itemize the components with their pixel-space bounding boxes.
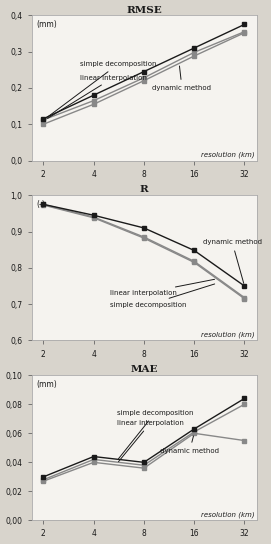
Text: (mm): (mm) bbox=[36, 20, 57, 29]
Text: linear interpolation: linear interpolation bbox=[110, 279, 215, 296]
Text: linear interpolation: linear interpolation bbox=[47, 75, 147, 119]
Text: dynamic method: dynamic method bbox=[203, 239, 262, 283]
Text: dynamic method: dynamic method bbox=[153, 66, 211, 91]
Text: resolution (km): resolution (km) bbox=[201, 151, 255, 158]
Text: simple decomposition: simple decomposition bbox=[47, 61, 156, 117]
Text: linear interpolation: linear interpolation bbox=[117, 420, 184, 462]
Text: resolution (km): resolution (km) bbox=[201, 511, 255, 517]
Text: dynamic method: dynamic method bbox=[160, 436, 219, 454]
Text: simple decomposition: simple decomposition bbox=[110, 284, 215, 308]
Text: (-): (-) bbox=[36, 200, 45, 209]
Title: RMSE: RMSE bbox=[126, 5, 162, 15]
Title: R: R bbox=[140, 186, 149, 195]
Text: resolution (km): resolution (km) bbox=[201, 331, 255, 338]
Text: simple decomposition: simple decomposition bbox=[117, 410, 193, 459]
Title: MAE: MAE bbox=[131, 366, 158, 374]
Text: (mm): (mm) bbox=[36, 380, 57, 388]
